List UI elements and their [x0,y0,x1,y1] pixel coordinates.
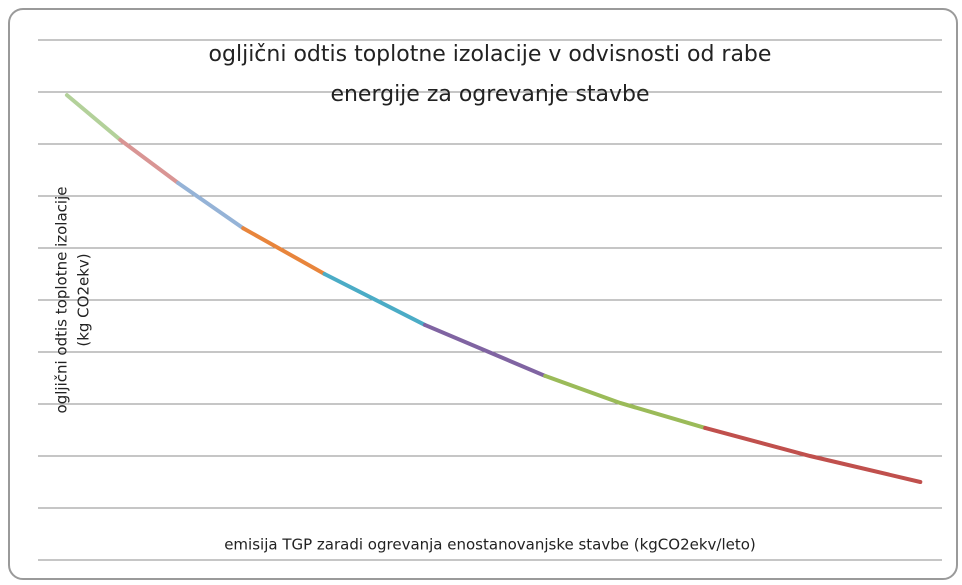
grid [38,39,942,561]
line-segment [64,93,123,142]
chart-title: energije za ogrevanje stavbe [330,82,649,107]
line-segment [118,137,181,185]
lines [64,93,923,484]
chart-frame [8,8,958,580]
line-segment [176,181,246,231]
y-axis-label: ogljični odtis toplotne izolacije [53,187,71,414]
x-axis-label: emisija TGP zaradi ogrevanja enostanovan… [224,536,756,554]
line-segment [543,373,708,430]
line-segment [241,226,327,276]
y-axis-label: (kg CO2ekv) [75,253,93,346]
line-segment [422,322,548,378]
line-segment [322,272,427,327]
chart-title: ogljični odtis toplotne izolacije v odvi… [209,42,772,67]
line-segment [703,425,923,484]
